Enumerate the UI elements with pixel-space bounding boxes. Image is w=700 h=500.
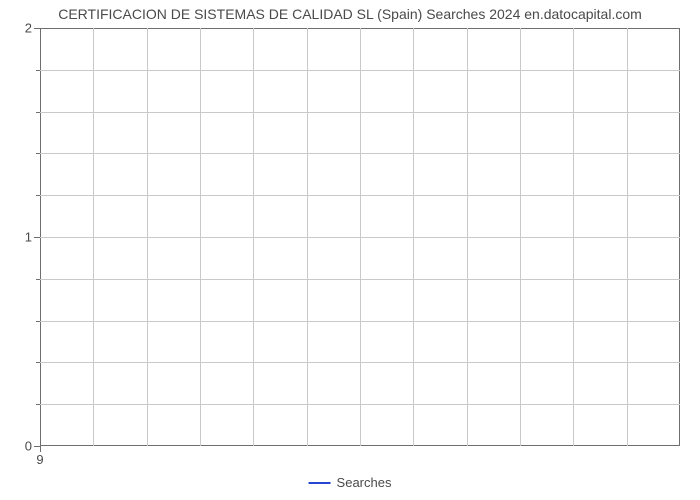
gridline-horizontal	[40, 195, 680, 196]
ytick-mark-minor	[36, 362, 40, 363]
gridline-horizontal	[40, 321, 680, 322]
ytick-mark-minor	[36, 112, 40, 113]
legend: Searches	[309, 475, 392, 490]
gridline-horizontal	[40, 237, 680, 238]
gridline-horizontal	[40, 404, 680, 405]
ytick-mark-minor	[36, 279, 40, 280]
gridline-horizontal	[40, 279, 680, 280]
plot-area: 0129	[40, 28, 680, 446]
legend-label: Searches	[337, 475, 392, 490]
chart-title: CERTIFICACION DE SISTEMAS DE CALIDAD SL …	[0, 6, 700, 22]
ytick-mark-minor	[36, 195, 40, 196]
ytick-mark-minor	[36, 404, 40, 405]
ytick-mark-minor	[36, 70, 40, 71]
ytick-label: 1	[25, 230, 40, 245]
ytick-mark-minor	[36, 153, 40, 154]
legend-swatch	[309, 482, 331, 484]
gridline-horizontal	[40, 112, 680, 113]
gridline-horizontal	[40, 362, 680, 363]
gridline-horizontal	[40, 153, 680, 154]
gridline-horizontal	[40, 70, 680, 71]
ytick-label: 2	[25, 21, 40, 36]
ytick-mark-minor	[36, 321, 40, 322]
xtick-label: 9	[36, 446, 43, 467]
chart-container: CERTIFICACION DE SISTEMAS DE CALIDAD SL …	[0, 0, 700, 500]
